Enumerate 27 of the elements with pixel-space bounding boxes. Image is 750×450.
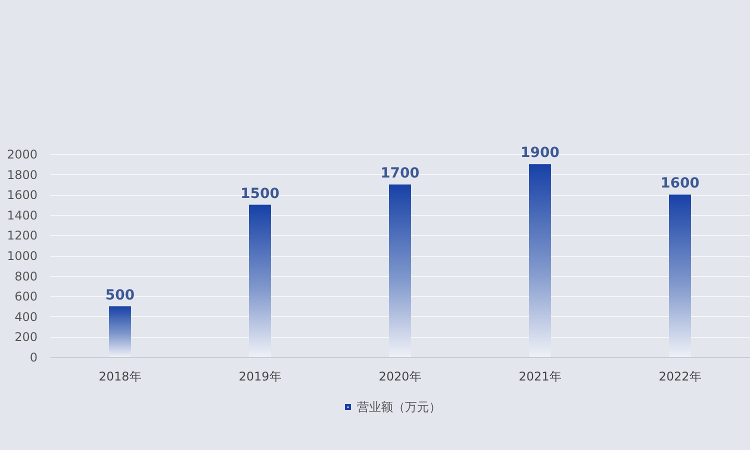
- y-tick-label: 800: [14, 269, 38, 284]
- x-tick-label: 2022年: [658, 370, 702, 384]
- y-tick-label: 1800: [6, 168, 38, 182]
- y-tick-label: 1400: [6, 208, 38, 222]
- y-tick-label: 1000: [6, 249, 38, 263]
- x-tick-label: 2021年: [518, 370, 562, 384]
- y-tick-label: 0: [30, 350, 38, 364]
- y-tick-label: 2000: [6, 148, 38, 162]
- bar: [109, 306, 131, 357]
- data-label: 1500: [240, 186, 280, 202]
- legend-label: 营业额（万元）: [357, 400, 441, 414]
- bar: [669, 194, 691, 357]
- y-tick-label: 200: [14, 330, 38, 344]
- data-label: 1900: [520, 145, 560, 162]
- bar: [529, 164, 551, 357]
- data-label: 500: [105, 287, 135, 304]
- bar: [249, 204, 271, 357]
- x-tick-label: 2020年: [378, 370, 422, 384]
- bar: [389, 184, 411, 357]
- y-tick-label: 1600: [6, 188, 38, 202]
- y-tick-label: 400: [14, 310, 38, 324]
- data-label: 1600: [660, 176, 700, 192]
- data-label: 1700: [380, 165, 420, 182]
- y-tick-label: 1200: [6, 228, 38, 243]
- y-tick-label: 600: [14, 290, 38, 304]
- x-tick-label: 2019年: [238, 370, 282, 384]
- x-tick-label: 2018年: [98, 370, 142, 384]
